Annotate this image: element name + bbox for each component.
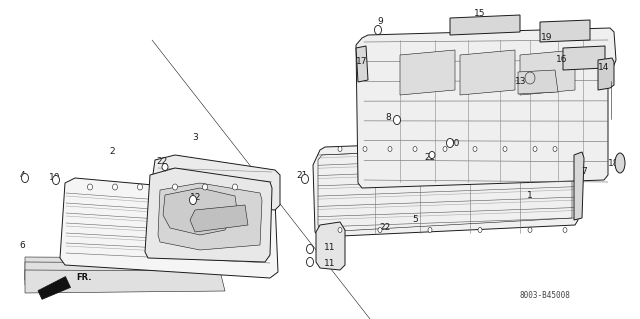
- Ellipse shape: [473, 146, 477, 152]
- Text: 10: 10: [49, 174, 61, 182]
- Text: 13: 13: [515, 78, 527, 86]
- Text: 22: 22: [156, 158, 168, 167]
- Ellipse shape: [22, 174, 29, 182]
- Ellipse shape: [443, 146, 447, 152]
- Polygon shape: [520, 50, 575, 95]
- Ellipse shape: [138, 184, 143, 190]
- Ellipse shape: [394, 115, 401, 124]
- Polygon shape: [598, 58, 614, 90]
- Ellipse shape: [173, 184, 177, 190]
- Ellipse shape: [301, 174, 308, 183]
- Ellipse shape: [307, 257, 314, 267]
- Text: 8003-B45008: 8003-B45008: [520, 292, 570, 300]
- Ellipse shape: [88, 184, 93, 190]
- Ellipse shape: [338, 146, 342, 152]
- Ellipse shape: [388, 146, 392, 152]
- Text: 14: 14: [598, 63, 610, 72]
- Ellipse shape: [563, 227, 567, 233]
- Text: 19: 19: [541, 33, 553, 42]
- Ellipse shape: [162, 164, 168, 170]
- Text: 21: 21: [296, 170, 308, 180]
- Ellipse shape: [447, 138, 454, 148]
- Text: 4: 4: [19, 170, 25, 180]
- Text: 16: 16: [556, 56, 568, 64]
- Ellipse shape: [374, 26, 381, 34]
- Ellipse shape: [525, 72, 535, 84]
- Ellipse shape: [307, 244, 314, 254]
- Polygon shape: [25, 270, 225, 293]
- Polygon shape: [25, 257, 215, 280]
- Text: FR.: FR.: [76, 272, 92, 281]
- Text: 8: 8: [385, 114, 391, 122]
- Ellipse shape: [202, 184, 207, 190]
- Text: 6: 6: [19, 241, 25, 249]
- Polygon shape: [460, 50, 515, 95]
- Polygon shape: [316, 222, 345, 270]
- Text: 22: 22: [380, 224, 390, 233]
- Ellipse shape: [478, 227, 482, 233]
- Polygon shape: [518, 70, 558, 94]
- Text: 22: 22: [424, 153, 436, 162]
- Polygon shape: [158, 183, 262, 250]
- Ellipse shape: [503, 146, 507, 152]
- Ellipse shape: [189, 196, 196, 204]
- Ellipse shape: [113, 184, 118, 190]
- Text: 12: 12: [190, 194, 202, 203]
- Ellipse shape: [413, 146, 417, 152]
- Text: 1: 1: [527, 190, 533, 199]
- Text: 7: 7: [581, 167, 587, 176]
- Text: 3: 3: [192, 133, 198, 143]
- Polygon shape: [145, 168, 272, 262]
- Ellipse shape: [533, 146, 537, 152]
- Ellipse shape: [363, 146, 367, 152]
- Polygon shape: [356, 28, 616, 188]
- Text: 9: 9: [377, 18, 383, 26]
- Polygon shape: [400, 50, 455, 95]
- Polygon shape: [450, 15, 520, 35]
- Polygon shape: [60, 178, 278, 278]
- Polygon shape: [574, 152, 584, 220]
- Ellipse shape: [338, 227, 342, 233]
- Polygon shape: [563, 46, 605, 70]
- Text: 11: 11: [324, 243, 336, 253]
- Text: 11: 11: [324, 258, 336, 268]
- Text: 5: 5: [412, 216, 418, 225]
- Ellipse shape: [378, 227, 382, 233]
- Polygon shape: [190, 205, 248, 232]
- Polygon shape: [163, 188, 237, 235]
- Text: 20: 20: [448, 138, 460, 147]
- Ellipse shape: [553, 146, 557, 152]
- Polygon shape: [25, 262, 215, 285]
- Ellipse shape: [232, 184, 237, 190]
- Ellipse shape: [52, 175, 60, 185]
- Ellipse shape: [528, 227, 532, 233]
- Polygon shape: [150, 155, 280, 210]
- Text: 18: 18: [608, 159, 620, 167]
- Ellipse shape: [428, 227, 432, 233]
- Ellipse shape: [615, 153, 625, 173]
- Polygon shape: [38, 277, 70, 299]
- Polygon shape: [313, 138, 578, 237]
- Text: 15: 15: [474, 10, 486, 19]
- Text: 17: 17: [356, 57, 368, 66]
- Text: 2: 2: [109, 147, 115, 157]
- Polygon shape: [356, 46, 368, 82]
- Polygon shape: [540, 20, 590, 42]
- Ellipse shape: [429, 152, 435, 159]
